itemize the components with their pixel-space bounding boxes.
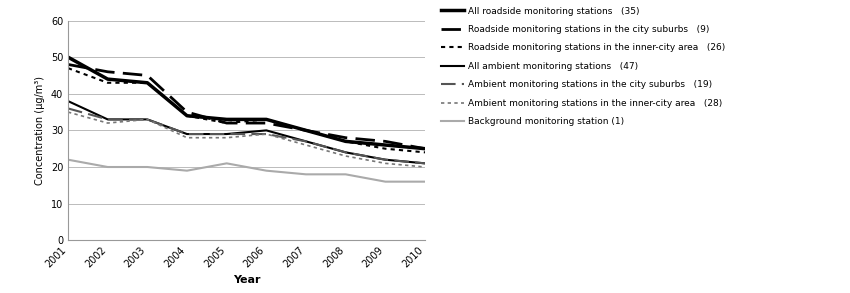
- X-axis label: Year: Year: [233, 275, 260, 285]
- Legend: All roadside monitoring stations   (35), Roadside monitoring stations in the cit: All roadside monitoring stations (35), R…: [438, 3, 729, 130]
- Y-axis label: Concentration (μg/m³): Concentration (μg/m³): [35, 76, 45, 185]
